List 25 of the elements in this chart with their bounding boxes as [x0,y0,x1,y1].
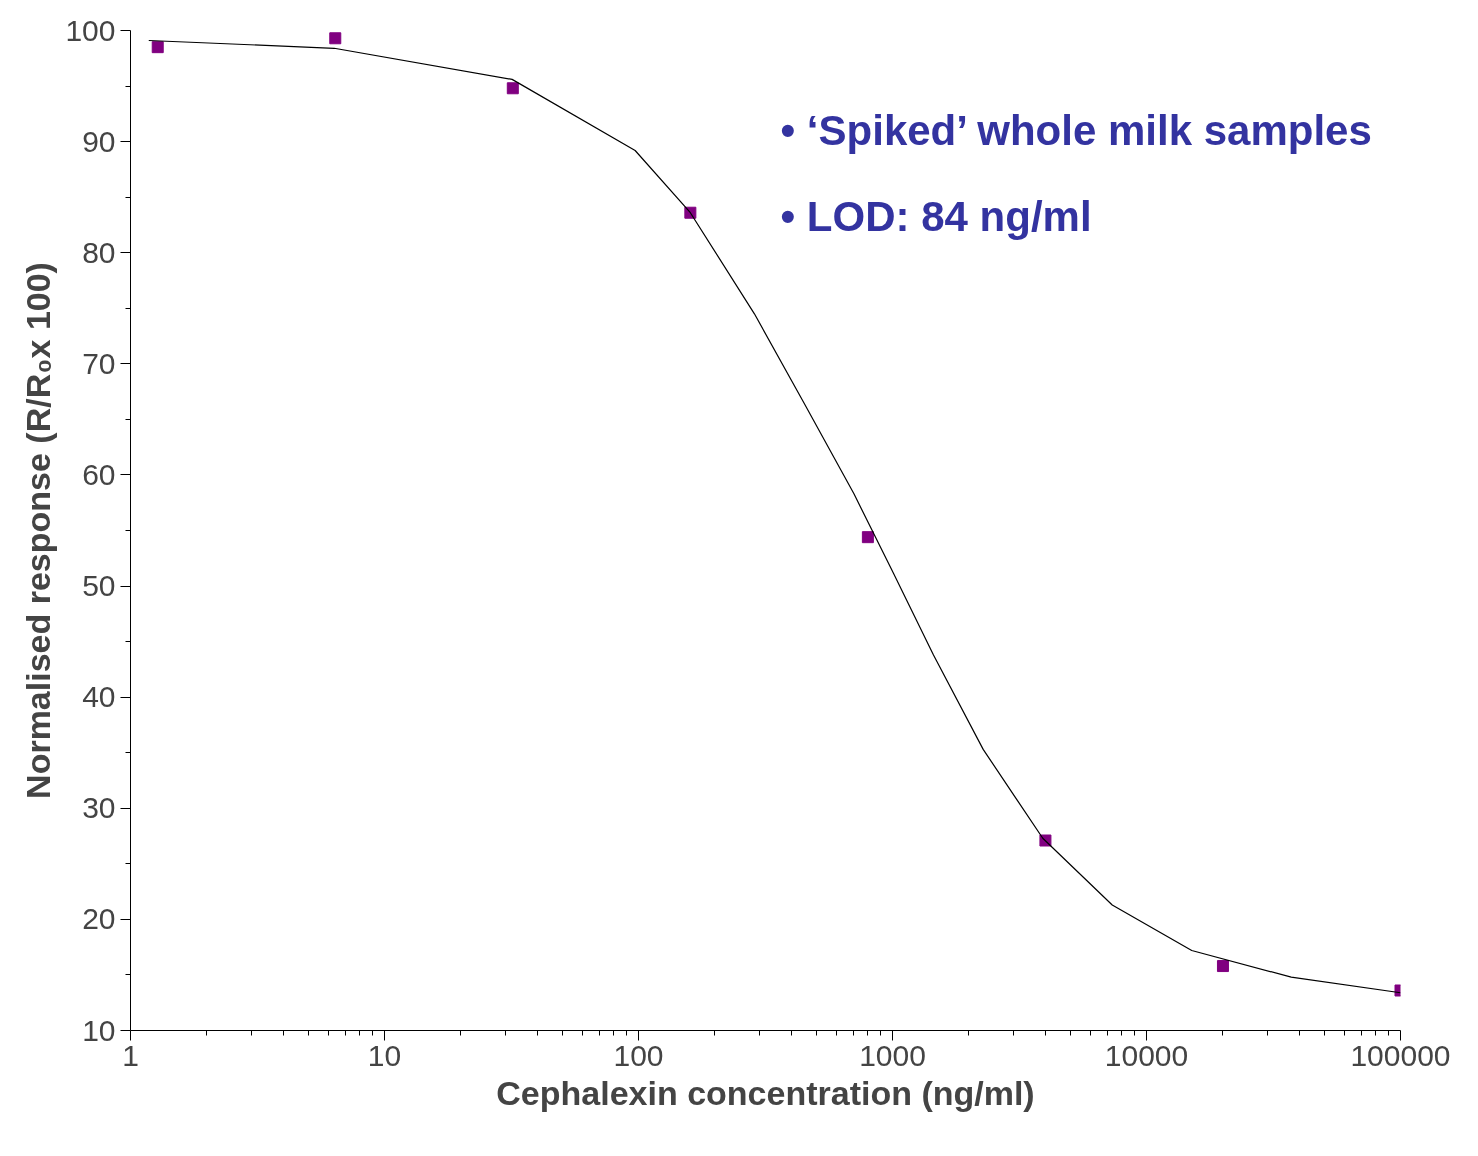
y-axis-title: Normalised response (R/R₀x 100) [19,262,58,799]
y-tick-label: 80 [82,235,116,269]
y-tick-label: 10 [82,1013,116,1047]
y-tick-label: 40 [82,680,116,714]
x-tick-label: 100 [613,1038,664,1072]
annotation: • ‘Spiked’ whole milk samples [780,107,1372,154]
point [329,32,342,45]
point [861,531,874,544]
point [1216,960,1229,973]
y-tick-label: 30 [82,791,116,825]
point [151,41,164,54]
x-tick-label: 10000 [1104,1038,1189,1072]
x-tick-label: 100000 [1350,1038,1451,1072]
x-tick-label: 1 [122,1038,139,1072]
annotation: • LOD: 84 ng/ml [780,193,1092,240]
y-tick-label: 70 [82,346,116,380]
y-tick-label: 20 [82,902,116,936]
x-tick-label: 1000 [859,1038,926,1072]
y-tick-label: 50 [82,569,116,603]
x-axis-title: Cephalexin concentration (ng/ml) [496,1073,1035,1112]
y-tick-label: 60 [82,457,116,491]
y-tick-label: 100 [65,13,116,47]
y-tick-label: 90 [82,124,116,158]
point [506,82,519,95]
x-tick-label: 10 [367,1038,402,1072]
